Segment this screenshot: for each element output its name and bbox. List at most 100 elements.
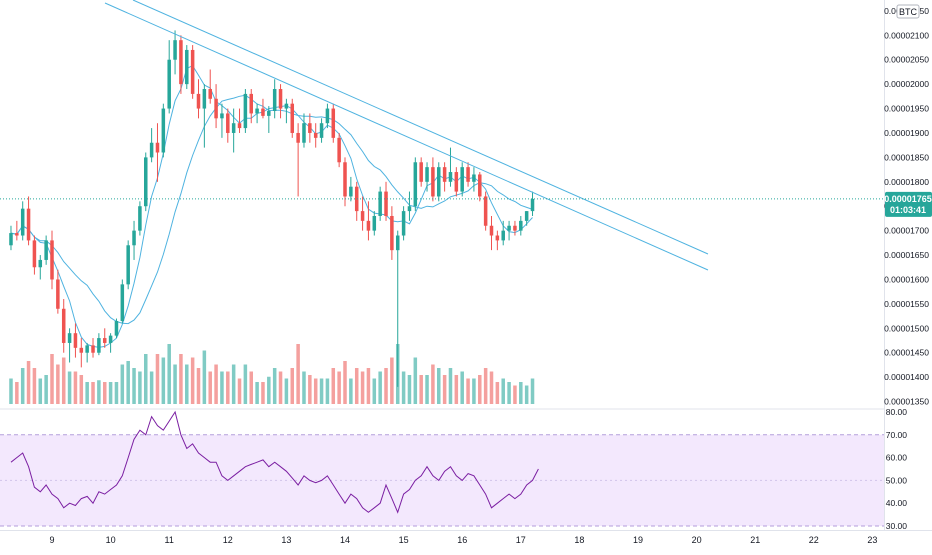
- candle-body[interactable]: [15, 233, 19, 236]
- candle-body[interactable]: [173, 40, 177, 60]
- candle-body[interactable]: [9, 233, 13, 246]
- candle-body[interactable]: [255, 108, 259, 114]
- candle-body[interactable]: [243, 93, 248, 129]
- candle-body[interactable]: [278, 89, 283, 109]
- candle-body[interactable]: [144, 157, 148, 207]
- candle-body[interactable]: [226, 113, 230, 133]
- candle-body[interactable]: [437, 167, 441, 197]
- candle-body[interactable]: [460, 167, 464, 192]
- candle-body[interactable]: [478, 174, 482, 197]
- candle-body[interactable]: [249, 93, 253, 114]
- trendline-lower[interactable]: [104, 2, 709, 271]
- candle-body[interactable]: [202, 89, 207, 109]
- candle-body[interactable]: [302, 123, 306, 143]
- candle-body[interactable]: [44, 240, 48, 260]
- candle-body[interactable]: [155, 142, 160, 153]
- candle-body[interactable]: [501, 230, 505, 241]
- candle-body[interactable]: [61, 308, 66, 343]
- candle-body[interactable]: [214, 98, 218, 119]
- volume-bar: [91, 382, 95, 404]
- candle-body[interactable]: [425, 167, 429, 182]
- candle-body[interactable]: [208, 89, 212, 99]
- candle-body[interactable]: [120, 284, 125, 321]
- candle-body[interactable]: [401, 211, 406, 236]
- candle-body[interactable]: [272, 89, 277, 111]
- candle-body[interactable]: [372, 215, 377, 231]
- candle-body[interactable]: [325, 108, 330, 124]
- candle-body[interactable]: [466, 167, 470, 182]
- candle-body[interactable]: [85, 345, 89, 353]
- candle-body[interactable]: [26, 208, 31, 241]
- ma-slow-line: [10, 94, 533, 325]
- candle-body[interactable]: [261, 108, 265, 116]
- time-tick-label: 9: [49, 535, 54, 545]
- candle-body[interactable]: [448, 172, 453, 182]
- candle-body[interactable]: [196, 93, 201, 109]
- candle-body[interactable]: [431, 167, 435, 197]
- candle-body[interactable]: [167, 59, 171, 109]
- candle-body[interactable]: [513, 225, 517, 231]
- candle-body[interactable]: [290, 103, 295, 133]
- candle-body[interactable]: [73, 333, 78, 348]
- candle-body[interactable]: [38, 259, 43, 268]
- candle-body[interactable]: [331, 108, 336, 138]
- candle-body[interactable]: [267, 110, 271, 116]
- candle-body[interactable]: [349, 186, 353, 197]
- candle-body[interactable]: [413, 162, 418, 207]
- candle-body[interactable]: [132, 230, 136, 246]
- candle-body[interactable]: [67, 333, 72, 343]
- candle-body[interactable]: [97, 338, 101, 353]
- candle-body[interactable]: [395, 235, 400, 251]
- candle-body[interactable]: [284, 103, 289, 109]
- candle-body[interactable]: [442, 167, 447, 182]
- candle-body[interactable]: [79, 347, 84, 353]
- candle-body[interactable]: [108, 335, 113, 343]
- candle-body[interactable]: [91, 345, 95, 353]
- candle-body[interactable]: [524, 211, 529, 221]
- candle-body[interactable]: [407, 206, 412, 212]
- candle-body[interactable]: [161, 108, 166, 153]
- candle-body[interactable]: [337, 137, 341, 163]
- candle-body[interactable]: [126, 245, 130, 285]
- candle-body[interactable]: [454, 172, 459, 192]
- candle-body[interactable]: [50, 240, 54, 280]
- candle-body[interactable]: [419, 162, 423, 182]
- candle-body[interactable]: [296, 132, 300, 143]
- candle-body[interactable]: [384, 191, 388, 216]
- candle-body[interactable]: [483, 196, 488, 226]
- trendline-upper[interactable]: [132, 0, 709, 255]
- volume-bar: [489, 371, 494, 404]
- candle-body[interactable]: [237, 123, 242, 129]
- candle-body[interactable]: [354, 186, 359, 212]
- candle-body[interactable]: [102, 338, 107, 343]
- candle-body[interactable]: [308, 123, 312, 133]
- candle-body[interactable]: [378, 191, 382, 216]
- candle-body[interactable]: [343, 162, 347, 197]
- candle-body[interactable]: [56, 279, 60, 309]
- candle-body[interactable]: [20, 208, 25, 236]
- candle-body[interactable]: [138, 206, 142, 231]
- candle-body[interactable]: [32, 240, 37, 268]
- candle-body[interactable]: [114, 320, 119, 336]
- candle-body[interactable]: [530, 198, 535, 212]
- candle-body[interactable]: [507, 225, 511, 231]
- currency-badge[interactable]: [896, 4, 920, 19]
- candle-body[interactable]: [472, 174, 476, 182]
- candle-body[interactable]: [185, 49, 189, 85]
- volume-bar: [155, 354, 160, 404]
- candle-body[interactable]: [231, 123, 236, 133]
- candle-body[interactable]: [489, 225, 494, 236]
- candle-body[interactable]: [313, 132, 318, 138]
- candle-body[interactable]: [190, 49, 195, 94]
- candle-body[interactable]: [149, 142, 154, 158]
- candle-body[interactable]: [519, 220, 523, 231]
- candle-body[interactable]: [319, 123, 324, 138]
- candle-body[interactable]: [495, 235, 500, 241]
- candle-body[interactable]: [366, 220, 371, 231]
- price-tick-label: 0.00001900: [884, 128, 929, 138]
- candle-body[interactable]: [390, 215, 394, 251]
- candle-body[interactable]: [360, 211, 365, 221]
- candle-body[interactable]: [220, 113, 224, 119]
- candle-body[interactable]: [179, 40, 183, 85]
